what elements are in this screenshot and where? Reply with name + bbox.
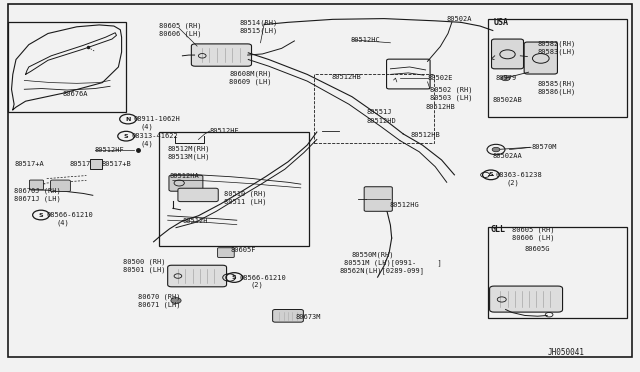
Text: 80503 (LH): 80503 (LH) [430,94,472,101]
Text: 80502A: 80502A [447,16,472,22]
Circle shape [501,76,510,81]
Text: 80512HA: 80512HA [170,173,199,179]
Text: S: S [488,172,493,177]
Bar [314,74,434,143]
Text: 80512HF: 80512HF [95,147,124,153]
Text: 80605F: 80605F [230,247,256,253]
Text: 80605G: 80605G [525,246,550,252]
Text: S: S [124,134,129,139]
Text: 80673M: 80673M [296,314,321,320]
FancyBboxPatch shape [178,188,218,202]
Bar [159,132,309,246]
Text: 80513M(LH): 80513M(LH) [168,154,210,160]
Text: 80551J: 80551J [366,109,392,115]
Text: 80512M(RH): 80512M(RH) [168,145,210,152]
Text: S: S [38,212,44,218]
Bar [488,19,627,117]
Text: 80605 (RH): 80605 (RH) [159,23,201,29]
Text: 80606 (LH): 80606 (LH) [512,235,554,241]
Text: 80515(LH): 80515(LH) [240,27,278,34]
Text: GLL: GLL [490,225,505,234]
Text: 80502AB: 80502AB [493,97,522,103]
FancyBboxPatch shape [168,265,227,287]
Text: 80585(RH): 80585(RH) [538,80,576,87]
Text: 80512HE: 80512HE [210,128,239,134]
Text: 80676A: 80676A [63,92,88,97]
Text: 80517+B: 80517+B [101,161,131,167]
FancyBboxPatch shape [524,42,557,74]
Text: 80979: 80979 [496,75,517,81]
FancyBboxPatch shape [273,310,303,322]
Text: 80517+A: 80517+A [14,161,44,167]
Text: 80517: 80517 [69,161,90,167]
Text: 80570M: 80570M [531,144,557,150]
Text: 80510 (RH): 80510 (RH) [224,190,266,197]
Text: 80511 (LH): 80511 (LH) [224,198,266,205]
Text: 80606 (LH): 80606 (LH) [159,31,201,38]
Text: 80514(RH): 80514(RH) [240,19,278,26]
FancyBboxPatch shape [364,187,392,211]
Text: 80671 (LH): 80671 (LH) [138,302,180,308]
Text: 80512HD: 80512HD [366,118,396,124]
Text: 80502E: 80502E [428,75,453,81]
Text: 80512HB: 80512HB [411,132,440,138]
Text: 80512HB: 80512HB [332,74,361,80]
Text: (4): (4) [141,140,154,147]
Text: 80500 (RH): 80500 (RH) [123,259,165,265]
Text: 80502 (RH): 80502 (RH) [430,86,472,93]
Text: 80608M(RH): 80608M(RH) [229,70,271,77]
Circle shape [171,298,181,304]
Text: (4): (4) [56,219,69,226]
Bar [90,159,102,169]
Text: 08313-41622: 08313-41622 [131,133,178,139]
Text: 80512HB: 80512HB [426,104,455,110]
FancyBboxPatch shape [51,180,70,192]
Text: 80670J (RH): 80670J (RH) [14,187,61,194]
FancyBboxPatch shape [218,248,234,257]
FancyBboxPatch shape [29,180,44,190]
Text: N: N [125,116,131,122]
FancyBboxPatch shape [191,44,252,66]
Text: USA: USA [494,18,509,27]
Text: 80609 (LH): 80609 (LH) [229,78,271,85]
Text: 80501 (LH): 80501 (LH) [123,267,165,273]
Text: JH050041: JH050041 [547,348,584,357]
FancyBboxPatch shape [169,175,203,191]
Text: 80583(LH): 80583(LH) [538,49,576,55]
Text: 08911-1062H: 08911-1062H [133,116,180,122]
Text: 80605 (RH): 80605 (RH) [512,227,554,233]
Text: 80671J (LH): 80671J (LH) [14,196,61,202]
Text: 80512HC: 80512HC [351,37,380,43]
Text: 80670 (RH): 80670 (RH) [138,294,180,300]
Text: (4): (4) [141,123,154,130]
FancyBboxPatch shape [490,286,563,312]
Circle shape [492,147,500,152]
Text: 80551M (LH)[0991-     ]: 80551M (LH)[0991- ] [344,259,442,266]
Bar [8,22,126,112]
Text: 08363-61238: 08363-61238 [496,172,543,178]
Text: 80550M(RH): 80550M(RH) [352,251,394,258]
Text: (2): (2) [507,179,520,186]
Bar [488,227,627,318]
FancyBboxPatch shape [492,39,524,69]
Text: 80512HG: 80512HG [389,202,419,208]
Text: 80562N(LH)[0289-099]: 80562N(LH)[0289-099] [339,267,424,274]
Text: 80512H: 80512H [182,218,208,224]
Text: 80586(LH): 80586(LH) [538,88,576,95]
Text: S: S [232,275,237,280]
Text: 80582(RH): 80582(RH) [538,41,576,47]
Text: 08566-61210: 08566-61210 [46,212,93,218]
Text: 08566-61210: 08566-61210 [240,275,287,280]
Text: 80502AA: 80502AA [493,153,522,159]
Text: (2): (2) [251,282,264,288]
